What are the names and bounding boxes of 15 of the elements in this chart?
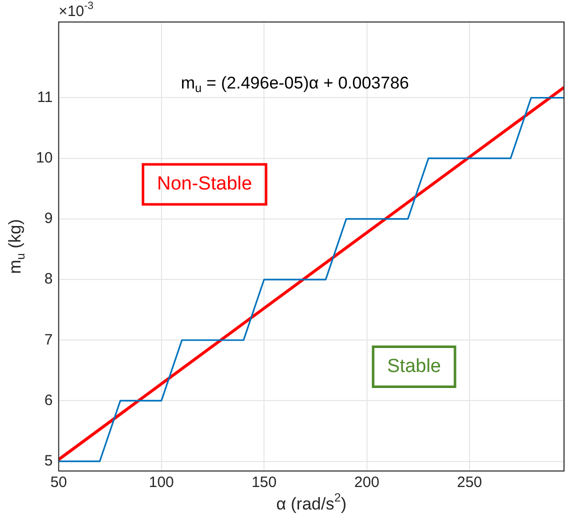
x-tick-label: 100 (148, 474, 174, 492)
y-tick-label: 5 (44, 452, 53, 470)
x-tick-label: 250 (456, 474, 482, 492)
y-tick-label: 6 (44, 392, 53, 409)
y-axis-title: mu (kg) (6, 219, 28, 274)
y-tick-label: 8 (44, 270, 53, 288)
x-tick-label: 150 (252, 474, 277, 492)
y-tick-label: 10 (36, 149, 53, 166)
y-tick-label: 7 (44, 331, 53, 348)
annotation: Stable (387, 356, 441, 378)
x-tick-label: 50 (50, 474, 68, 492)
y-tick-label: 11 (37, 88, 53, 106)
y-tick-label: 9 (44, 210, 53, 228)
annotation: Non-Stable (157, 174, 252, 195)
x-tick-label: 200 (354, 474, 380, 492)
